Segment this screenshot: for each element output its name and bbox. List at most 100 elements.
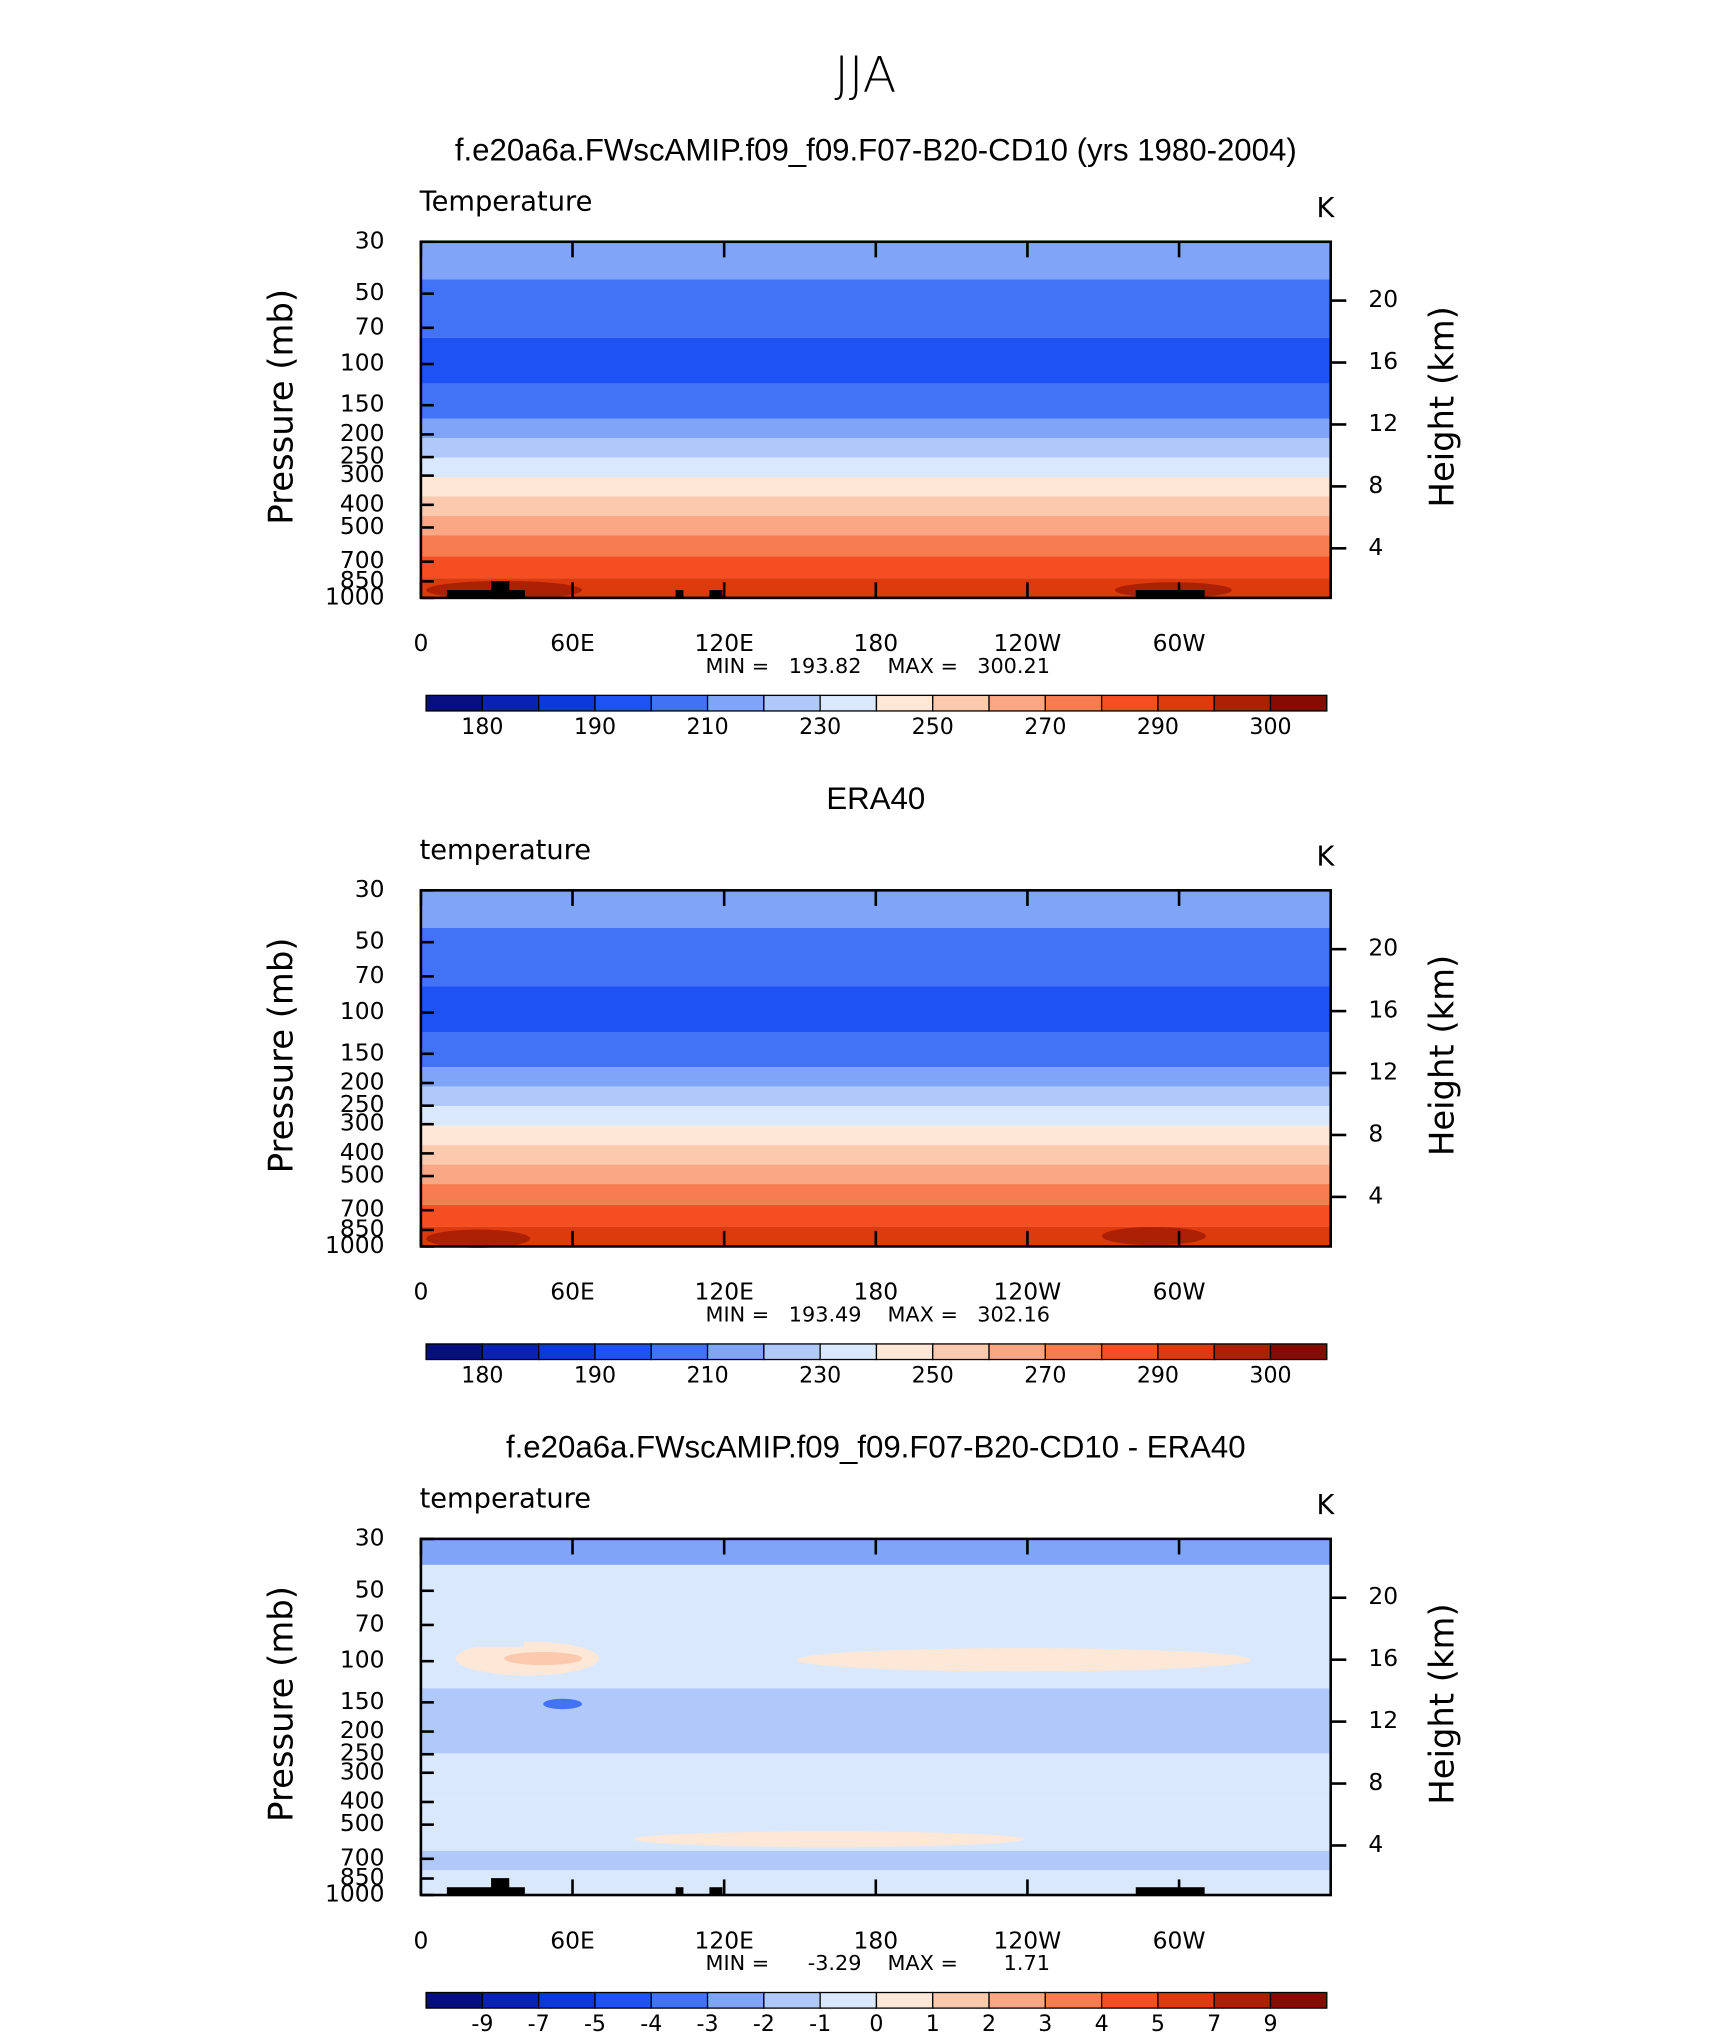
contour-band [420,1753,1331,1799]
contour-band [420,1164,1331,1185]
y-tick-label: 50 [355,927,385,955]
panel-title: f.e20a6a.FWscAMIP.f09_f09.F07-B20-CD10 -… [506,1429,1246,1464]
y-tick-label: 200 [340,1716,385,1744]
y2-tick-label: 4 [1368,533,1383,561]
colorbar-label: 210 [686,714,728,740]
colorbar-box [706,1343,765,1361]
colorbar-box [481,1343,540,1361]
colorbar-box [706,694,765,712]
units-label: K [1317,193,1336,224]
y2-tick-label: 16 [1368,996,1398,1024]
colorbar-label: 190 [574,1362,616,1388]
x-tick-label: 60W [1153,1926,1206,1954]
y-tick-label: 50 [355,1575,385,1603]
x-tick-label: 180 [853,629,898,657]
colorbar-label: 250 [912,1362,954,1388]
x-tick-label: 120W [994,1926,1062,1954]
y-tick-label: 500 [340,512,385,540]
y-axis-label: Pressure (mb) [262,289,301,525]
contour-band [420,418,1331,439]
y-tick-label: 150 [340,390,385,418]
colorbar-box [650,694,709,712]
colorbar-label: 2 [982,2011,996,2037]
x-tick-label: 120E [694,1278,753,1306]
colorbar-box [763,694,821,712]
colorbar-box [988,1991,1046,2009]
colorbar-label: -1 [809,2011,831,2037]
contour-band [420,1688,1331,1754]
colorbar-box [1269,694,1328,712]
y-tick-label: 850 [340,1214,385,1242]
colorbar-label: -3 [697,2011,719,2037]
y-tick-label: 400 [340,1138,385,1166]
min-value: 193.49 [789,1302,862,1326]
contour-band [452,1588,524,1647]
colorbar-box [650,1343,709,1361]
min-label: MIN = [706,1302,770,1326]
x-tick-label: 0 [413,629,428,657]
colorbar-box [1100,694,1159,712]
units-label: K [1317,1490,1336,1521]
variable-label: Temperature [419,186,593,217]
colorbar-label: 210 [686,1362,728,1388]
contour-band [420,515,1331,536]
variable-label: temperature [420,1483,591,1514]
contour-band [420,1204,1331,1227]
colorbar-box [763,1991,821,2009]
colorbar-label: 230 [799,714,841,740]
y2-axis-label: Height (km) [1422,955,1461,1156]
y-tick-label: 700 [340,1195,385,1223]
colorbar-label: -4 [640,2011,662,2037]
colorbar-box [1213,694,1272,712]
contour-band [420,457,1331,478]
topography [709,1887,723,1896]
contour-blob [1101,1226,1206,1246]
colorbar-label: 1 [926,2011,940,2037]
y2-tick-label: 12 [1368,409,1398,437]
y-tick-label: 700 [340,546,385,574]
colorbar-box [1100,1343,1159,1361]
y-tick-label: 500 [340,1809,385,1837]
colorbar-box [594,1343,652,1361]
colorbar-box [932,694,990,712]
y-tick-label: 30 [355,226,385,254]
y-tick-label: 100 [340,997,385,1025]
colorbar-box [706,1991,765,2009]
colorbar-label: 290 [1137,1362,1179,1388]
panel-title: ERA40 [826,781,925,816]
contour-band [420,496,1331,516]
y2-tick-label: 16 [1368,1644,1398,1672]
colorbar-label: 5 [1151,2011,1165,2037]
y-tick-label: 250 [340,1739,385,1767]
y-tick-label: 70 [355,961,385,989]
contour-blob [634,1831,1024,1847]
x-tick-label: 120E [694,629,753,657]
y-tick-label: 50 [355,278,385,306]
y2-axis-label: Height (km) [1422,1603,1461,1804]
y-tick-label: 500 [340,1161,385,1189]
variable-label: temperature [420,835,591,866]
y-tick-label: 300 [340,460,385,488]
y2-tick-label: 4 [1368,1830,1383,1858]
colorbar-label: -5 [584,2011,606,2037]
contour-band [420,1031,1331,1068]
y2-tick-label: 20 [1368,285,1398,313]
colorbar-box [1044,694,1103,712]
colorbar-label: -7 [528,2011,550,2037]
colorbar-box [988,694,1046,712]
min-label: MIN = [706,654,770,678]
x-tick-label: 120W [994,629,1062,657]
y-tick-label: 300 [340,1757,385,1785]
contour-field [420,890,1331,1248]
colorbar-label: 4 [1095,2011,1109,2037]
x-tick-label: 60E [550,1926,595,1954]
colorbar-label: 230 [799,1362,841,1388]
colorbar-box [875,1343,934,1361]
colorbar-box [1157,1991,1215,2009]
y2-tick-label: 12 [1368,1058,1398,1086]
topography [491,580,510,598]
y-tick-label: 250 [340,442,385,470]
x-tick-label: 60W [1153,1278,1206,1306]
max-label: MAX = [887,654,957,678]
